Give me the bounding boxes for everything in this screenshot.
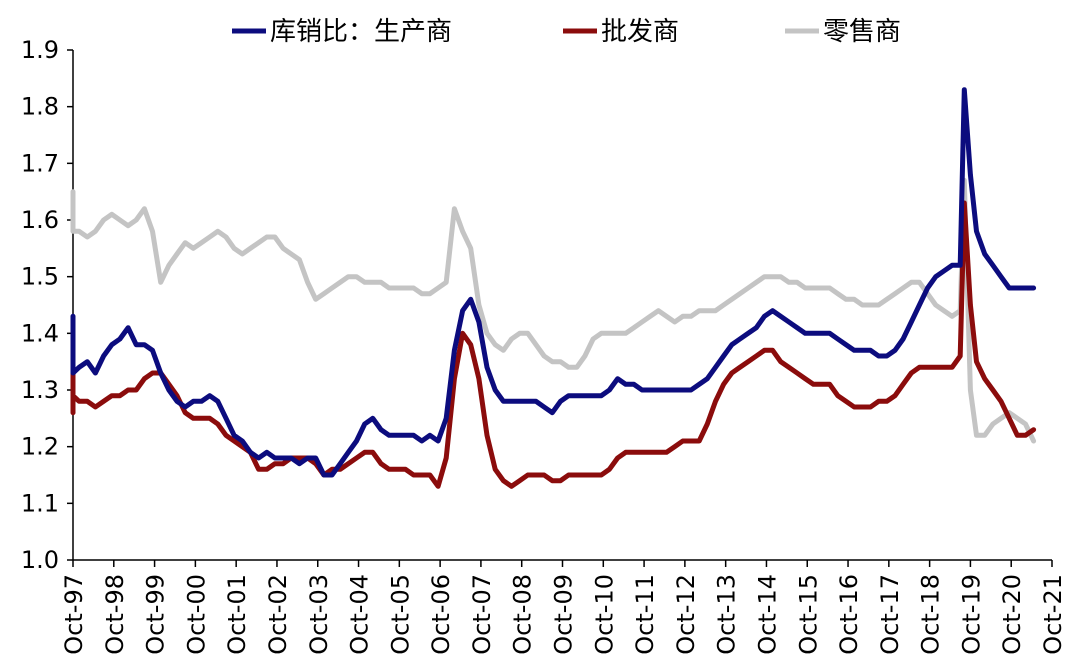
x-tick-label: Oct-19 [957, 574, 985, 655]
x-tick-label: Oct-18 [917, 574, 945, 655]
x-tick-label: Oct-09 [550, 574, 578, 655]
y-tick-label: 1.8 [21, 93, 59, 121]
x-tick-label: Oct-17 [876, 574, 904, 655]
series-line-0 [70, 87, 1037, 478]
y-axis: 1.0 1.1 1.2 1.3 1.4 1.5 1.6 1.7 1.8 1.9 [21, 36, 74, 574]
y-tick-label: 1.2 [21, 433, 59, 461]
x-tick-label: Oct-20 [998, 574, 1026, 655]
y-tick-label: 1.1 [21, 489, 59, 517]
x-tick-label: Oct-06 [427, 574, 455, 655]
y-tick-label: 1.6 [21, 206, 59, 234]
x-tick-label: Oct-14 [753, 574, 781, 655]
y-tick-label: 1.5 [21, 263, 59, 291]
series-layer [70, 87, 1037, 489]
x-tick-label: Oct-13 [713, 574, 741, 655]
x-tick-label: Oct-02 [264, 574, 292, 655]
x-tick-label: Oct-16 [835, 574, 863, 655]
y-tick-label: 1.0 [21, 546, 59, 574]
x-tick-label: Oct-03 [305, 574, 333, 655]
x-tick-label: Oct-07 [468, 574, 496, 655]
y-tick-label: 1.7 [21, 149, 59, 177]
x-tick-label: Oct-99 [142, 574, 170, 655]
series-line-2 [70, 177, 1037, 444]
x-tick-label: Oct-12 [672, 574, 700, 655]
x-tick-label: Oct-08 [509, 574, 537, 655]
x-tick-label: Oct-15 [794, 574, 822, 655]
x-tick-label: Oct-11 [631, 574, 659, 655]
y-tick-label: 1.3 [21, 376, 59, 404]
y-tick-label: 1.4 [21, 319, 59, 347]
y-tick-label: 1.9 [21, 36, 59, 64]
x-tick-label: Oct-05 [386, 574, 414, 655]
x-tick-label: Oct-10 [590, 574, 618, 655]
x-tick-label: Oct-01 [223, 574, 251, 655]
x-tick-label: Oct-21 [1039, 574, 1067, 655]
legend-label: 零售商 [823, 17, 901, 47]
legend-label: 库销比：生产商 [270, 17, 452, 47]
x-tick-label: Oct-00 [182, 574, 210, 655]
x-tick-label: Oct-98 [101, 574, 129, 655]
series-line-1 [70, 200, 1037, 489]
x-tick-label: Oct-04 [346, 574, 374, 655]
legend-label: 批发商 [601, 17, 679, 47]
x-tick-label: Oct-97 [60, 574, 88, 655]
legend: 库销比：生产商 批发商 零售商 [232, 17, 901, 47]
x-axis: Oct-97 Oct-98 Oct-99 Oct-00 Oct-01 Oct-02 Oct-… [60, 559, 1067, 655]
